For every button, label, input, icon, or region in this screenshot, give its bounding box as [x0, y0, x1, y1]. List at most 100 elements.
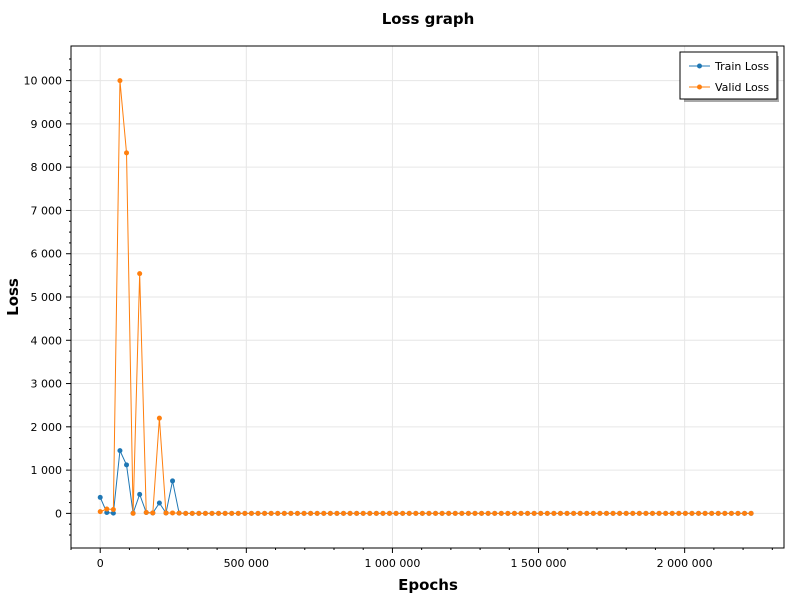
data-point-valid-loss: [538, 510, 544, 516]
legend-label-train-loss: Train Loss: [714, 60, 769, 73]
data-point-valid-loss: [209, 510, 215, 516]
data-point-valid-loss: [669, 510, 675, 516]
data-point-valid-loss: [170, 510, 176, 516]
data-point-valid-loss: [301, 510, 307, 516]
data-point-train-loss: [97, 494, 103, 500]
data-point-valid-loss: [617, 510, 623, 516]
data-point-valid-loss: [696, 510, 702, 516]
x-tick-label: 0: [97, 557, 104, 570]
data-point-valid-loss: [156, 415, 162, 421]
x-axis-title: Epochs: [398, 576, 458, 594]
data-point-valid-loss: [498, 510, 504, 516]
data-point-valid-loss: [459, 510, 465, 516]
y-tick-label: 6 000: [31, 248, 63, 261]
data-point-valid-loss: [722, 510, 728, 516]
data-point-train-loss: [104, 510, 110, 516]
data-point-valid-loss: [196, 510, 202, 516]
data-point-valid-loss: [202, 510, 208, 516]
data-point-valid-loss: [419, 510, 425, 516]
legend-marker-valid-loss: [697, 84, 702, 90]
data-point-valid-loss: [525, 510, 531, 516]
data-point-valid-loss: [748, 510, 754, 516]
data-point-valid-loss: [130, 510, 136, 516]
legend-marker-train-loss: [697, 63, 702, 69]
x-tick-labels: 0 500 000 1 000 000 1 500 000 2 000 000: [97, 557, 713, 570]
data-point-valid-loss: [321, 510, 327, 516]
data-point-valid-loss: [275, 510, 281, 516]
y-tick-label: 10 000: [24, 75, 63, 88]
data-point-valid-loss: [518, 510, 524, 516]
data-point-valid-loss: [334, 510, 340, 516]
data-point-valid-loss: [235, 510, 241, 516]
data-point-valid-loss: [216, 510, 222, 516]
data-point-valid-loss: [288, 510, 294, 516]
series-line-train-loss: [99, 448, 752, 515]
data-point-valid-loss: [268, 510, 274, 516]
data-point-valid-loss: [97, 509, 103, 515]
data-point-valid-loss: [742, 510, 748, 516]
data-point-valid-loss: [689, 510, 695, 516]
chart-title: Loss graph: [382, 10, 475, 28]
data-point-valid-loss: [439, 510, 445, 516]
series-line-valid-loss: [100, 80, 752, 514]
data-point-valid-loss: [531, 510, 537, 516]
data-point-valid-loss: [433, 510, 439, 516]
data-point-valid-loss: [367, 510, 373, 516]
data-point-valid-loss: [603, 510, 609, 516]
y-axis-title: Loss: [4, 278, 22, 316]
data-point-train-loss: [117, 448, 123, 454]
data-point-valid-loss: [340, 510, 346, 516]
legend-box: [679, 51, 778, 100]
data-point-valid-loss: [663, 510, 669, 516]
data-point-valid-loss: [735, 510, 741, 516]
data-point-valid-loss: [505, 510, 511, 516]
data-point-valid-loss: [650, 510, 656, 516]
data-point-valid-loss: [485, 510, 491, 516]
legend-label-valid-loss: Valid Loss: [715, 81, 769, 94]
x-tick-label: 1 000 000: [364, 557, 420, 570]
data-point-valid-loss: [242, 510, 248, 516]
data-point-valid-loss: [281, 510, 287, 516]
data-point-valid-loss: [465, 510, 471, 516]
series-train-loss: [97, 448, 754, 516]
grid-lines: [71, 46, 784, 548]
data-point-valid-loss: [262, 510, 268, 516]
data-point-valid-loss: [176, 510, 182, 516]
data-point-valid-loss: [189, 510, 195, 516]
data-point-valid-loss: [327, 510, 333, 516]
data-point-valid-loss: [702, 510, 708, 516]
x-tick-label: 2 000 000: [657, 557, 713, 570]
y-tick-label: 4 000: [31, 334, 63, 347]
data-point-valid-loss: [452, 510, 458, 516]
data-point-valid-loss: [413, 510, 419, 516]
data-point-valid-loss: [643, 510, 649, 516]
data-point-train-loss: [170, 478, 176, 484]
data-point-valid-loss: [360, 510, 366, 516]
data-point-train-loss: [124, 462, 130, 468]
data-point-valid-loss: [623, 510, 629, 516]
series-layer: [97, 78, 754, 516]
data-point-valid-loss: [222, 510, 228, 516]
y-tick-labels: 0 1 000 2 000 3 000 4 000 5 000 6 000 7 000 8 00…: [24, 75, 63, 521]
data-point-valid-loss: [229, 510, 235, 516]
data-point-valid-loss: [577, 510, 583, 516]
data-point-valid-loss: [511, 510, 517, 516]
legend: Train Loss Valid Loss: [679, 51, 779, 102]
data-point-valid-loss: [636, 510, 642, 516]
data-point-valid-loss: [676, 510, 682, 516]
data-point-valid-loss: [630, 510, 636, 516]
axis-ticks: [66, 58, 773, 553]
y-tick-label: 0: [55, 507, 62, 520]
y-tick-label: 5 000: [31, 291, 63, 304]
y-tick-label: 2 000: [31, 421, 63, 434]
y-tick-label: 7 000: [31, 204, 63, 217]
data-point-valid-loss: [557, 510, 563, 516]
data-point-valid-loss: [610, 510, 616, 516]
data-point-valid-loss: [426, 510, 432, 516]
data-point-valid-loss: [564, 510, 570, 516]
data-point-valid-loss: [104, 506, 110, 512]
data-point-valid-loss: [163, 510, 169, 516]
data-point-valid-loss: [255, 510, 261, 516]
data-point-valid-loss: [248, 510, 254, 516]
